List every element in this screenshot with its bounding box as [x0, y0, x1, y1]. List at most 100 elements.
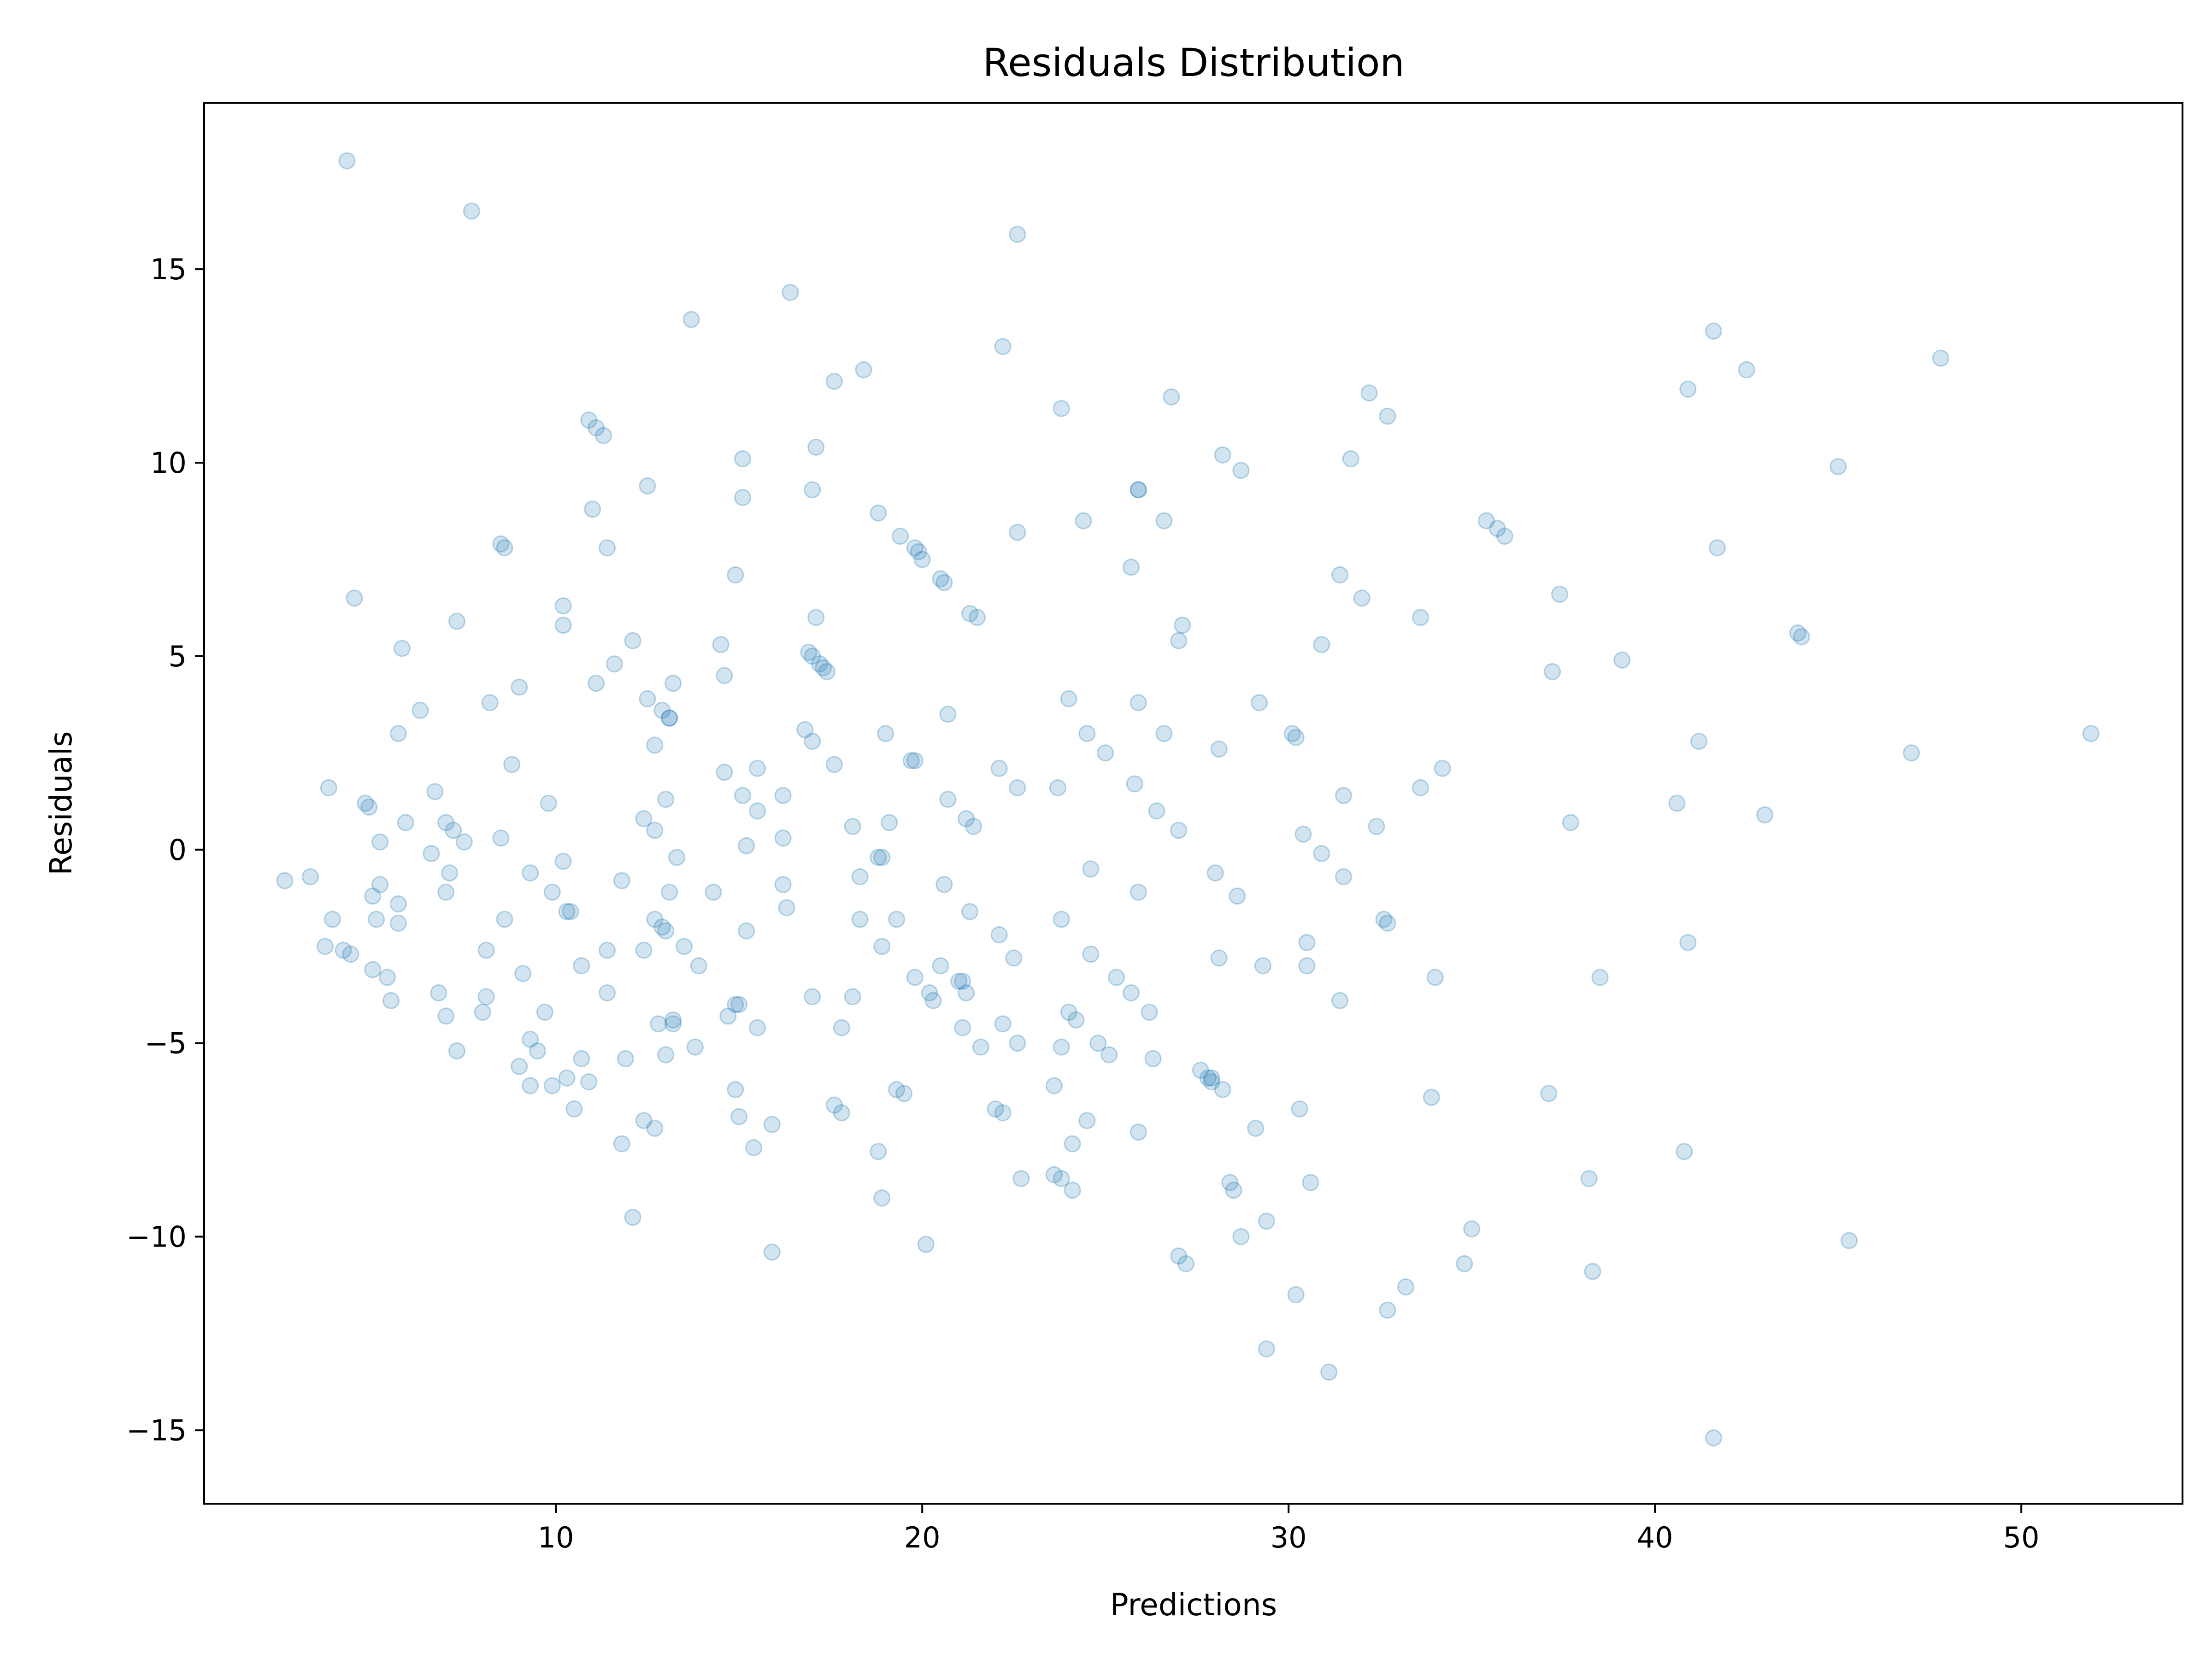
scatter-point-303 [624, 1209, 641, 1226]
scatter-point-55 [968, 609, 986, 626]
scatter-point-207 [514, 965, 532, 982]
scatter-point-47 [727, 566, 744, 583]
scatter-point-214 [906, 969, 924, 986]
scatter-point-210 [690, 957, 707, 975]
scatter-point-208 [364, 961, 382, 978]
scatter-point-256 [1144, 1050, 1162, 1067]
scatter-point-220 [430, 984, 447, 1001]
scatter-point-30 [584, 500, 601, 518]
scatter-point-70 [804, 647, 821, 665]
scatter-point-267 [1203, 1069, 1220, 1087]
y-tick-label-15: 15 [150, 253, 187, 286]
scatter-point-217 [1298, 957, 1316, 975]
scatter-point-204 [1298, 934, 1316, 951]
scatter-point-5 [994, 338, 1012, 355]
scatter-point-123 [657, 791, 675, 808]
scatter-point-57 [554, 597, 572, 615]
scatter-point-146 [492, 830, 510, 847]
scatter-point-264 [543, 1077, 561, 1094]
scatter-point-92 [796, 721, 814, 738]
scatter-point-279 [1291, 1100, 1308, 1118]
scatter-point-86 [412, 702, 429, 719]
scatter-point-66 [393, 640, 411, 657]
scatter-point-312 [1456, 1255, 1473, 1272]
scatter-point-241 [833, 1019, 850, 1036]
scatter-point-296 [1053, 1170, 1070, 1188]
x-tick-label-30: 30 [1271, 1521, 1307, 1554]
scatter-point-119 [734, 787, 752, 804]
scatter-point-239 [650, 1015, 667, 1033]
scatter-point-186 [851, 911, 869, 928]
scatter-point-112 [1434, 759, 1451, 777]
scatter-point-232 [1331, 992, 1348, 1009]
scatter-point-16 [580, 412, 598, 429]
scatter-point-169 [437, 883, 455, 901]
scatter-point-65 [1793, 628, 1810, 646]
scatter-point-20 [734, 450, 752, 468]
scatter-point-205 [1679, 934, 1697, 951]
scatter-point-41 [1009, 524, 1026, 541]
scatter-point-9 [855, 361, 872, 378]
scatter-point-134 [958, 810, 975, 828]
scatter-point-171 [1130, 883, 1147, 901]
scatter-point-211 [932, 957, 949, 975]
scatter-point-265 [1192, 1061, 1209, 1079]
scatter-point-118 [1412, 779, 1429, 796]
scatter-point-128 [1148, 802, 1165, 820]
y-axis: −15 −10 −5 0 5 10 15 [126, 253, 204, 1447]
scatter-point-293 [1676, 1143, 1693, 1160]
scatter-point-125 [1668, 794, 1686, 812]
scatter-point-168 [661, 883, 678, 901]
scatter-point-76 [1544, 663, 1561, 680]
scatter-point-100 [2082, 725, 2100, 742]
scatter-point-88 [661, 709, 678, 727]
scatter-point-62 [1170, 632, 1188, 649]
scatter-point-298 [1221, 1174, 1239, 1191]
scatter-point-261 [558, 1069, 576, 1087]
scatter-point-317 [1258, 1340, 1275, 1358]
scatter-point-46 [1122, 559, 1140, 576]
scatter-point-290 [745, 1139, 762, 1156]
scatter-point-85 [1251, 694, 1268, 712]
scatter-point-145 [455, 833, 473, 851]
scatter-point-35 [1488, 520, 1506, 537]
scatter-point-273 [1045, 1077, 1063, 1094]
scatter-point-216 [1254, 957, 1272, 975]
x-axis: 10 20 30 40 50 [538, 1504, 2040, 1554]
scatter-point-260 [511, 1058, 528, 1075]
scatter-point-61 [1174, 617, 1191, 634]
scatter-point-113 [320, 779, 337, 796]
scatter-point-23 [1830, 458, 1847, 475]
scatter-point-177 [558, 903, 576, 920]
scatter-point-149 [423, 845, 440, 862]
scatter-point-237 [665, 1011, 682, 1029]
scatter-point-50 [1331, 566, 1348, 583]
scatter-point-315 [1397, 1278, 1415, 1296]
scatter-point-79 [588, 675, 605, 692]
scatter-point-268 [1203, 1073, 1220, 1091]
scatter-point-106 [749, 759, 766, 777]
scatter-point-26 [804, 481, 821, 499]
scatter-point-227 [924, 992, 942, 1009]
scatter-point-271 [888, 1081, 906, 1098]
scatter-point-258 [617, 1050, 634, 1067]
chart-title: Residuals Distribution [982, 40, 1404, 85]
scatter-point-308 [917, 1235, 935, 1253]
scatter-point-282 [730, 1108, 748, 1125]
scatter-point-33 [1155, 512, 1173, 529]
scatter-point-77 [1613, 651, 1631, 669]
scatter-point-283 [635, 1112, 653, 1130]
scatter-point-101 [646, 736, 664, 754]
scatter-point-194 [335, 941, 352, 959]
scatter-point-115 [1009, 779, 1026, 796]
y-tick-label--10: −10 [126, 1220, 187, 1254]
scatter-point-14 [1379, 407, 1396, 425]
scatter-point-157 [302, 868, 319, 886]
x-axis-label: Predictions [1110, 1587, 1277, 1623]
scatter-point-156 [276, 872, 294, 889]
scatter-point-74 [606, 655, 623, 673]
scatter-point-162 [1335, 868, 1352, 886]
scatter-point-2 [1009, 226, 1026, 243]
scatter-point-160 [1082, 860, 1100, 878]
